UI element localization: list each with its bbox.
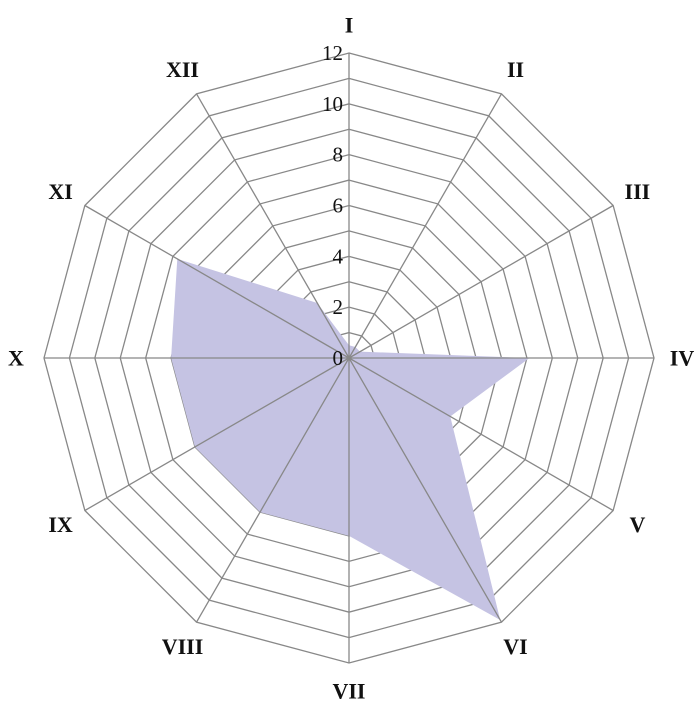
category-label: VII: [332, 679, 365, 703]
radar-series: [171, 258, 530, 620]
category-label: XII: [166, 57, 199, 82]
radial-tick-labels: 0 2 4 6 8 10 12: [322, 41, 344, 370]
spoke-line: [84, 357, 350, 512]
category-label: VIII: [162, 634, 204, 659]
radial-tick-label: 6: [333, 194, 344, 218]
category-label: IX: [48, 512, 73, 537]
category-label: XI: [48, 179, 72, 204]
radial-tick-label: 2: [333, 295, 344, 319]
category-label: VI: [503, 634, 527, 659]
spoke-line: [84, 204, 350, 359]
radial-tick-label: 8: [333, 143, 344, 167]
radial-tick-label: 4: [333, 244, 344, 268]
category-label: II: [507, 57, 524, 82]
spoke-line: [348, 357, 503, 623]
radial-tick-label: 10: [322, 92, 343, 116]
category-label: I: [345, 13, 354, 38]
category-label: V: [629, 512, 645, 537]
spoke-line: [348, 357, 614, 512]
spoke-line: [348, 204, 614, 359]
spoke-line: [348, 93, 503, 359]
category-label: III: [625, 179, 651, 204]
radial-tick-label: 0: [333, 346, 344, 370]
series-area: [171, 258, 530, 620]
category-label: IV: [670, 346, 695, 371]
radial-tick-label: 12: [322, 41, 343, 65]
spoke-line: [195, 357, 350, 623]
spoke-line: [195, 93, 350, 359]
radar-spokes: [44, 53, 654, 663]
category-label: X: [8, 346, 24, 371]
